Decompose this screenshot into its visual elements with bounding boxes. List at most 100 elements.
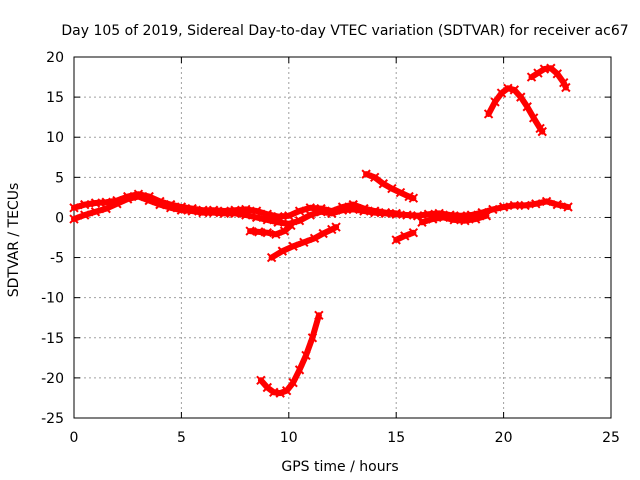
y-tick-label: -25 — [41, 411, 64, 427]
data-point — [449, 215, 459, 225]
data-point — [509, 85, 520, 95]
data-point — [370, 172, 380, 183]
data-point — [305, 210, 315, 220]
y-tick-label: -15 — [41, 331, 64, 347]
data-point — [294, 365, 305, 375]
data-point — [262, 209, 273, 219]
data-point — [294, 206, 305, 216]
data-point — [503, 83, 513, 93]
data-point — [561, 82, 571, 93]
data-point — [254, 227, 264, 237]
data-point — [331, 222, 341, 232]
data-point — [288, 377, 298, 388]
data-point — [305, 203, 315, 213]
data-point — [337, 202, 348, 212]
series-segment-8-10 — [245, 220, 296, 239]
data-point — [438, 212, 449, 223]
y-axis-label: SDTVAR / TECUs — [6, 183, 22, 298]
data-point — [266, 252, 277, 263]
data-point — [309, 233, 320, 244]
y-tick-label: 10 — [46, 130, 64, 146]
y-tick-label: -20 — [41, 371, 64, 387]
data-point — [370, 206, 380, 216]
data-point — [307, 333, 318, 343]
series-dip-16-19 — [417, 211, 492, 227]
data-point — [122, 191, 133, 202]
data-point — [537, 126, 547, 137]
data-point — [318, 228, 328, 239]
data-point — [498, 202, 509, 212]
series-segment-13.6-15.8 — [361, 169, 419, 203]
data-point — [155, 196, 165, 207]
series-segment-15-16 — [391, 227, 419, 245]
data-point — [428, 214, 438, 224]
data-point — [219, 206, 230, 216]
data-point — [251, 206, 262, 216]
data-point — [387, 183, 397, 194]
y-tick-label: 20 — [46, 50, 64, 66]
data-point — [412, 211, 423, 221]
data-point — [112, 195, 122, 206]
series-line — [485, 85, 546, 135]
data-point — [378, 179, 389, 189]
data-point — [391, 208, 401, 219]
series-line — [257, 312, 322, 397]
data-series — [69, 63, 573, 398]
data-point — [198, 205, 208, 215]
data-point — [262, 382, 273, 393]
data-point — [69, 203, 79, 213]
plot-frame — [73, 56, 612, 419]
data-point — [187, 203, 197, 214]
data-point — [380, 207, 391, 218]
data-point — [516, 92, 526, 102]
y-tick-label: -10 — [41, 291, 64, 307]
data-point — [284, 211, 294, 221]
series-main-track-high — [69, 189, 401, 222]
data-point — [165, 199, 176, 210]
data-point — [299, 237, 309, 248]
y-tick-label: 0 — [55, 210, 64, 226]
series-dip-8.7-11.5 — [256, 310, 324, 398]
y-tick-label: -5 — [50, 251, 64, 267]
data-point — [256, 375, 266, 386]
data-point — [509, 200, 520, 211]
data-point — [230, 205, 240, 215]
data-point — [533, 68, 543, 78]
data-point — [541, 196, 552, 207]
data-point — [301, 350, 311, 361]
series-segment-9.2-12 — [266, 222, 341, 263]
data-point — [277, 246, 288, 256]
x-axis-label: GPS time / hours — [281, 459, 398, 475]
data-point — [90, 198, 101, 208]
data-point — [286, 220, 296, 231]
data-point — [520, 200, 530, 211]
data-point — [400, 231, 410, 241]
data-point — [552, 199, 563, 210]
data-point — [490, 97, 500, 107]
x-tick-label: 15 — [387, 430, 405, 446]
x-tick-label: 10 — [280, 430, 298, 446]
data-point — [176, 202, 187, 212]
data-point — [245, 226, 255, 236]
data-point — [481, 211, 492, 221]
y-tick-label: 5 — [55, 170, 64, 186]
data-point — [496, 88, 507, 98]
data-point — [528, 113, 539, 123]
data-point — [522, 102, 532, 112]
data-point — [552, 69, 563, 79]
data-point — [361, 169, 371, 179]
data-point — [348, 199, 358, 210]
data-point — [288, 241, 298, 252]
data-point — [408, 193, 419, 203]
data-point — [90, 207, 101, 217]
data-point — [314, 310, 324, 321]
data-point — [526, 72, 537, 82]
data-point — [359, 203, 369, 214]
x-tick-label: 5 — [177, 430, 186, 446]
x-tick-label: 0 — [70, 430, 79, 446]
x-tick-label: 25 — [602, 430, 620, 446]
data-point — [391, 235, 401, 245]
data-point — [101, 197, 111, 207]
data-point — [281, 386, 292, 396]
